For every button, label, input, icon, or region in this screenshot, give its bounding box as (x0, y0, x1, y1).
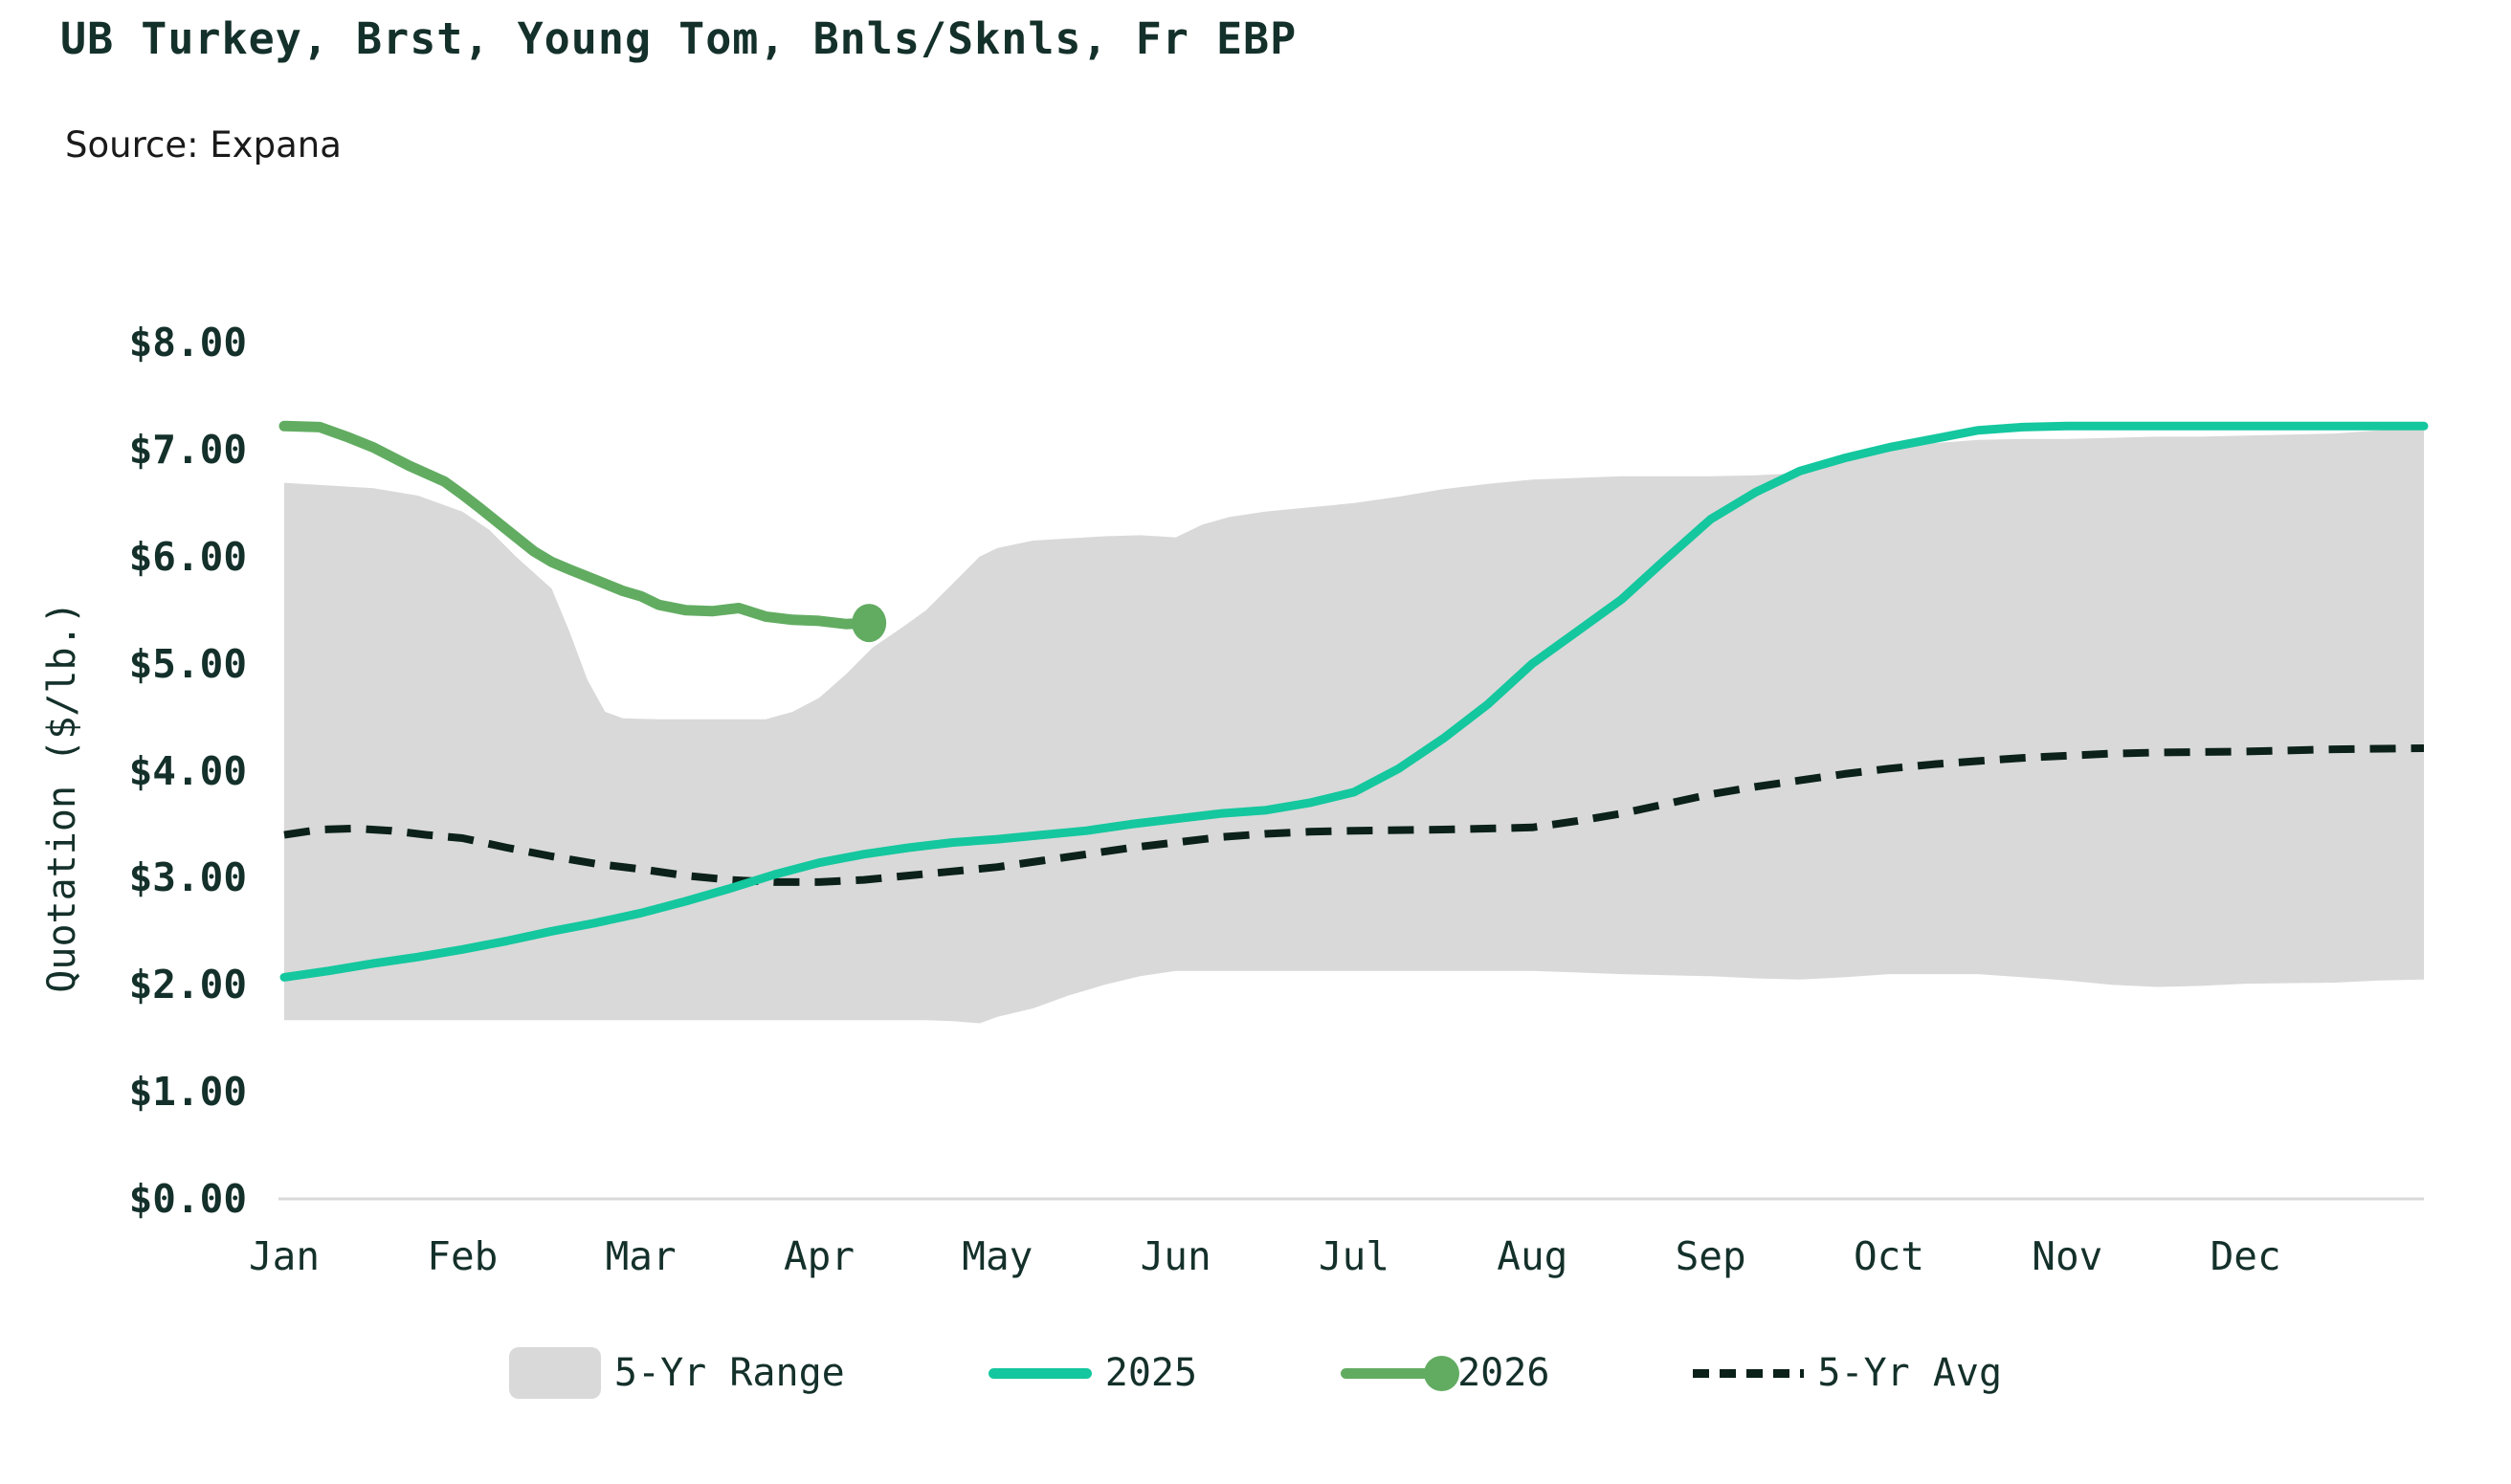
x-month-label: May (962, 1233, 1033, 1279)
dashed-avg-swatch-icon (1693, 1368, 1805, 1378)
series-2025-line (279, 421, 2429, 982)
x-month-label: Jan (248, 1233, 321, 1279)
x-month-label: Feb (427, 1233, 499, 1279)
x-month-label: Dec (2210, 1233, 2281, 1279)
legend-item-2026: 2026 (1341, 1351, 1549, 1395)
y-tick-label: $2.00 (128, 962, 247, 1008)
line-2026-swatch-icon (1341, 1355, 1460, 1391)
line-2026-end-dot-icon (1424, 1355, 1460, 1391)
x-month-label: Nov (2032, 1233, 2103, 1279)
legend-label-2025: 2025 (1104, 1351, 1198, 1395)
y-tick-label: $8.00 (128, 320, 247, 365)
chart-title: UB Turkey, Brst, Young Tom, Bnls/Sknls, … (60, 13, 1298, 64)
x-month-label: Mar (605, 1233, 677, 1279)
range-band-area (284, 428, 2424, 1024)
legend-label-2026: 2026 (1457, 1351, 1550, 1395)
legend-item-avg: 5-Yr Avg (1693, 1351, 2002, 1395)
y-tick-label: $7.00 (128, 426, 247, 473)
y-tick-label: $5.00 (128, 640, 247, 687)
line-2025-swatch-icon (988, 1367, 1092, 1379)
x-month-label: Apr (783, 1233, 856, 1279)
range-swatch-icon (508, 1347, 601, 1399)
y-tick-label: $4.00 (128, 747, 247, 794)
y-tick-label: $0.00 (128, 1176, 247, 1222)
y-tick-label: $3.00 (128, 854, 247, 901)
series-2026-end-dot (852, 604, 887, 643)
legend-label-range: 5-Yr Range (613, 1351, 845, 1395)
chart-source: Source: Expana (65, 124, 342, 166)
legend: 5-Yr Range 2025 2026 5-Yr Avg (0, 1347, 2511, 1399)
x-month-label: Sep (1675, 1233, 1746, 1279)
y-tick-label: $1.00 (128, 1069, 247, 1116)
legend-item-2025: 2025 (988, 1351, 1198, 1395)
x-month-label: Jun (1140, 1233, 1211, 1279)
x-month-label: Oct (1853, 1233, 1925, 1279)
legend-item-range: 5-Yr Range (508, 1347, 845, 1399)
avg-5yr-line (283, 744, 2425, 886)
legend-label-avg: 5-Yr Avg (1817, 1351, 2003, 1395)
x-month-label: Aug (1497, 1233, 1568, 1279)
series-2026-line (278, 420, 875, 630)
y-tick-label: $6.00 (128, 533, 247, 580)
x-month-label: Jul (1318, 1233, 1390, 1279)
